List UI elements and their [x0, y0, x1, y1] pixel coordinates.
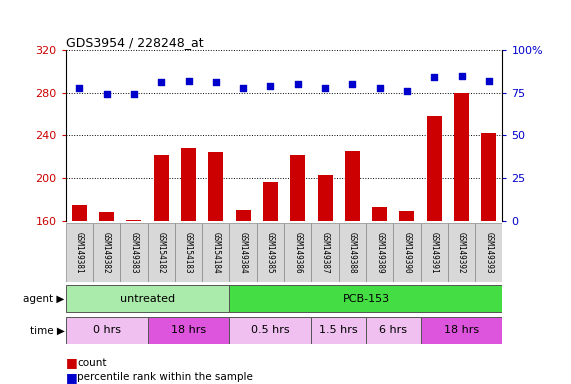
Bar	[448, 223, 475, 282]
Point	[75, 84, 84, 91]
Text: GSM149388: GSM149388	[348, 232, 357, 273]
Bar	[284, 223, 311, 282]
Point	[102, 91, 111, 98]
Text: 6 hrs: 6 hrs	[379, 325, 407, 336]
Text: GSM149392: GSM149392	[457, 232, 466, 273]
Bar	[263, 182, 278, 221]
Bar	[154, 155, 168, 221]
Text: GSM154184: GSM154184	[211, 232, 220, 273]
Text: GSM149381: GSM149381	[75, 232, 84, 273]
Point	[457, 73, 466, 79]
Bar	[66, 285, 230, 313]
Text: GSM149386: GSM149386	[293, 232, 302, 273]
Point	[266, 83, 275, 89]
Point	[156, 79, 166, 86]
Bar	[236, 210, 251, 221]
Text: 18 hrs: 18 hrs	[444, 325, 479, 336]
Text: 0 hrs: 0 hrs	[93, 325, 120, 336]
Text: time ▶: time ▶	[30, 325, 65, 336]
Bar	[99, 212, 114, 221]
Bar	[147, 317, 230, 344]
Text: GSM154183: GSM154183	[184, 232, 193, 273]
Bar	[66, 317, 147, 344]
Bar	[257, 223, 284, 282]
Point	[484, 78, 493, 84]
Point	[239, 84, 248, 91]
Bar	[66, 223, 93, 282]
Bar	[230, 223, 257, 282]
Text: GSM149384: GSM149384	[239, 232, 248, 273]
Text: 1.5 hrs: 1.5 hrs	[319, 325, 358, 336]
Text: GSM149391: GSM149391	[430, 232, 439, 273]
Bar	[126, 220, 142, 221]
Text: ■: ■	[66, 371, 78, 384]
Bar	[393, 223, 421, 282]
Bar	[120, 223, 147, 282]
Bar	[230, 317, 311, 344]
Point	[211, 79, 220, 86]
Bar	[311, 223, 339, 282]
Point	[320, 84, 329, 91]
Text: GSM149383: GSM149383	[130, 232, 138, 273]
Text: ■: ■	[66, 356, 78, 369]
Text: agent ▶: agent ▶	[23, 294, 65, 304]
Bar	[317, 175, 332, 221]
Text: PCB-153: PCB-153	[343, 294, 389, 304]
Bar	[475, 223, 502, 282]
Text: 0.5 hrs: 0.5 hrs	[251, 325, 289, 336]
Bar	[421, 223, 448, 282]
Bar	[427, 116, 442, 221]
Bar	[454, 93, 469, 221]
Bar	[290, 155, 305, 221]
Text: GSM149390: GSM149390	[403, 232, 412, 273]
Bar	[366, 223, 393, 282]
Text: GSM149385: GSM149385	[266, 232, 275, 273]
Bar	[93, 223, 120, 282]
Bar	[345, 151, 360, 221]
Bar	[311, 317, 366, 344]
Point	[429, 74, 439, 80]
Point	[348, 81, 357, 87]
Text: GSM149389: GSM149389	[375, 232, 384, 273]
Point	[130, 91, 139, 98]
Text: 18 hrs: 18 hrs	[171, 325, 206, 336]
Bar	[202, 223, 230, 282]
Bar	[372, 207, 387, 221]
Bar	[400, 211, 415, 221]
Point	[293, 81, 302, 87]
Text: GSM154182: GSM154182	[156, 232, 166, 273]
Text: untreated: untreated	[120, 294, 175, 304]
Bar	[175, 223, 202, 282]
Bar	[208, 152, 223, 221]
Bar	[421, 317, 502, 344]
Bar	[481, 133, 496, 221]
Text: GSM149382: GSM149382	[102, 232, 111, 273]
Bar	[366, 317, 421, 344]
Bar	[147, 223, 175, 282]
Point	[184, 78, 193, 84]
Text: GSM149393: GSM149393	[484, 232, 493, 273]
Point	[375, 84, 384, 91]
Text: percentile rank within the sample: percentile rank within the sample	[77, 372, 253, 382]
Bar	[181, 148, 196, 221]
Bar	[72, 205, 87, 221]
Text: count: count	[77, 358, 107, 368]
Text: GDS3954 / 228248_at: GDS3954 / 228248_at	[66, 36, 203, 49]
Point	[403, 88, 412, 94]
Bar	[339, 223, 366, 282]
Bar	[230, 285, 502, 313]
Text: GSM149387: GSM149387	[320, 232, 329, 273]
